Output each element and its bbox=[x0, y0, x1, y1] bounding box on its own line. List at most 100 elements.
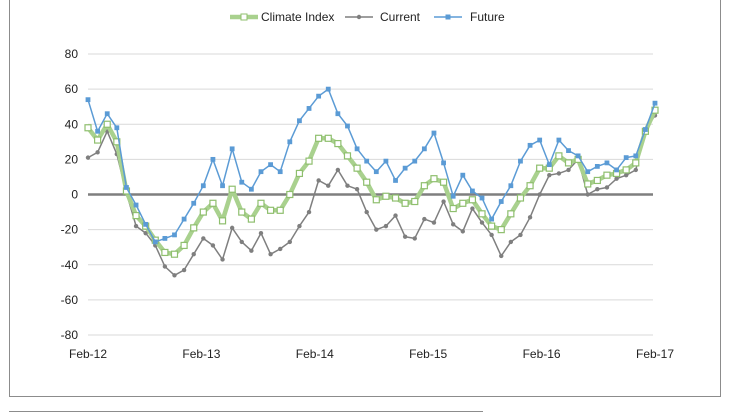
data-point bbox=[393, 178, 398, 183]
data-point bbox=[488, 222, 496, 230]
data-point bbox=[276, 206, 284, 214]
data-point bbox=[335, 111, 341, 117]
data-point bbox=[220, 183, 225, 189]
data-point bbox=[104, 111, 110, 117]
chart-legend: Climate Index Current Future bbox=[230, 10, 505, 24]
data-point bbox=[595, 187, 600, 192]
gridlines bbox=[88, 53, 653, 336]
data-point bbox=[209, 199, 217, 207]
data-point bbox=[201, 236, 206, 241]
data-point bbox=[152, 239, 158, 245]
data-point bbox=[412, 236, 417, 241]
data-point bbox=[401, 199, 409, 207]
data-point bbox=[499, 253, 504, 259]
y-tick-label-3: -20 bbox=[61, 223, 79, 237]
data-point bbox=[143, 230, 148, 236]
data-point bbox=[479, 195, 485, 201]
series-2 bbox=[85, 86, 658, 245]
data-point bbox=[623, 155, 629, 161]
data-point bbox=[334, 139, 342, 148]
data-point bbox=[584, 180, 592, 188]
data-point bbox=[614, 167, 619, 173]
data-point bbox=[343, 152, 352, 160]
data-point bbox=[450, 193, 456, 199]
data-point bbox=[238, 208, 246, 216]
data-point bbox=[143, 221, 149, 227]
data-point bbox=[564, 159, 573, 167]
data-point bbox=[324, 134, 332, 142]
data-point bbox=[354, 187, 360, 192]
data-point bbox=[383, 158, 389, 164]
data-point bbox=[566, 148, 571, 153]
data-point bbox=[633, 153, 639, 159]
data-point bbox=[373, 169, 379, 175]
data-point bbox=[228, 185, 236, 193]
data-point bbox=[518, 232, 523, 238]
data-point bbox=[604, 185, 610, 190]
data-point bbox=[84, 124, 92, 132]
data-point bbox=[297, 223, 302, 229]
data-point bbox=[497, 226, 505, 234]
data-point bbox=[516, 194, 525, 202]
y-tick-label-6: 40 bbox=[65, 117, 79, 131]
data-point bbox=[268, 162, 273, 168]
data-point bbox=[210, 243, 216, 248]
data-point bbox=[85, 155, 91, 160]
data-point bbox=[345, 123, 350, 129]
data-point bbox=[249, 248, 254, 253]
data-point bbox=[566, 167, 571, 173]
data-point bbox=[489, 232, 494, 238]
data-point bbox=[507, 210, 515, 218]
data-point bbox=[133, 202, 139, 208]
data-point bbox=[508, 183, 514, 189]
data-point bbox=[95, 128, 101, 134]
data-point bbox=[468, 196, 477, 204]
data-point bbox=[642, 127, 648, 132]
data-point bbox=[180, 241, 188, 250]
data-point bbox=[439, 178, 448, 186]
legend-label: Future bbox=[470, 10, 505, 24]
data-point bbox=[268, 252, 273, 257]
data-point bbox=[325, 86, 331, 92]
data-point bbox=[622, 166, 630, 174]
legend-label: Climate Index bbox=[261, 10, 334, 24]
data-point bbox=[470, 206, 475, 211]
data-point bbox=[248, 186, 254, 192]
data-point bbox=[229, 146, 235, 152]
data-point bbox=[239, 239, 244, 245]
legend-item-1: Current bbox=[345, 10, 421, 24]
data-point bbox=[412, 158, 418, 164]
data-point bbox=[547, 172, 552, 178]
data-point bbox=[603, 171, 611, 179]
data-point bbox=[239, 179, 245, 185]
data-point bbox=[229, 225, 235, 231]
data-point bbox=[335, 167, 341, 173]
data-point bbox=[305, 157, 313, 165]
data-point bbox=[306, 106, 312, 111]
x-tick-label-4: Feb-16 bbox=[523, 347, 561, 361]
x-tick-label-3: Feb-15 bbox=[409, 347, 447, 361]
data-point bbox=[594, 163, 600, 169]
data-point bbox=[536, 164, 544, 172]
data-point bbox=[278, 246, 283, 252]
data-point bbox=[132, 211, 140, 220]
data-point bbox=[353, 164, 361, 172]
data-point bbox=[133, 223, 139, 229]
data-point bbox=[287, 239, 293, 245]
chart-frame bbox=[9, 0, 721, 397]
data-point bbox=[191, 252, 196, 257]
data-point bbox=[345, 183, 350, 188]
data-point bbox=[508, 239, 514, 245]
data-point bbox=[364, 158, 370, 164]
footer-divider bbox=[9, 411, 483, 412]
data-point bbox=[372, 196, 380, 204]
data-point bbox=[633, 167, 638, 173]
data-point bbox=[103, 120, 111, 128]
data-point bbox=[172, 232, 177, 238]
legend-item-0: Climate Index bbox=[230, 10, 334, 24]
data-point bbox=[623, 172, 629, 178]
data-point bbox=[200, 183, 206, 189]
legend-item-2: Future bbox=[434, 10, 505, 24]
data-point bbox=[478, 210, 486, 218]
